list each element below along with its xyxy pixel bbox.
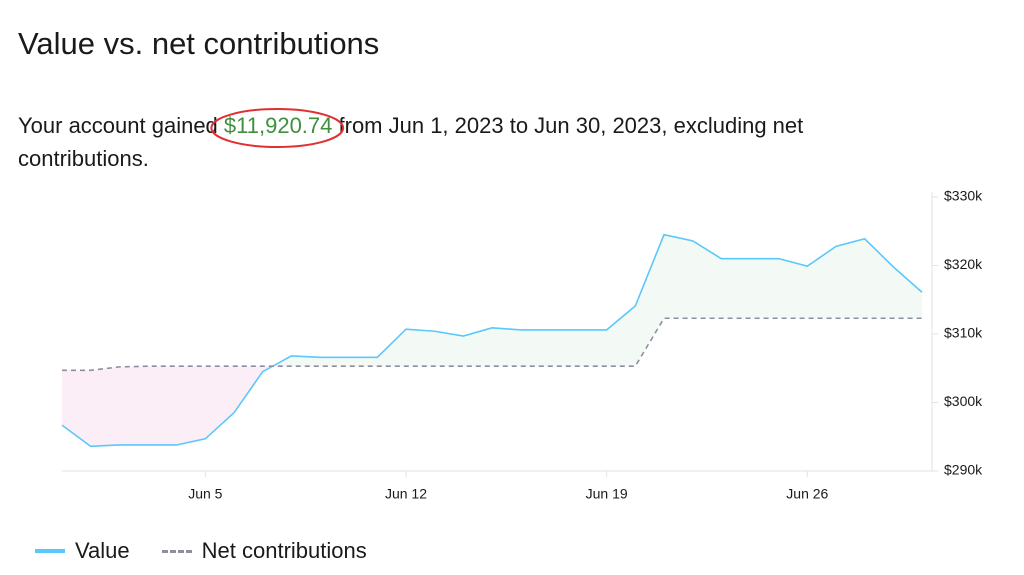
summary: Your account gained $11,920.74 from Jun … — [18, 109, 918, 175]
x-tick-label: Jun 5 — [188, 486, 222, 502]
summary-text: from Jun 1, 2023 to Jun 30, 2023, exclud… — [18, 113, 804, 171]
legend-swatch — [161, 549, 192, 553]
highlight-ellipse — [210, 107, 344, 149]
chart: $290k $300k $310k $320k $330k Jun 5 Jun 12 Jun … — [61, 188, 983, 502]
legend: Value Net contributions — [35, 538, 399, 564]
y-tick-label: $310k — [944, 325, 983, 341]
legend-item: Net contributions — [161, 538, 367, 564]
gain-area — [62, 234, 922, 371]
y-tick-label: $300k — [944, 393, 983, 409]
legend-swatch — [35, 549, 65, 553]
legend-label: Net contributions — [201, 538, 367, 563]
x-tick-label: Jun 12 — [385, 486, 427, 502]
x-tick-label: Jun 19 — [586, 486, 628, 502]
series-line — [61, 233, 923, 448]
legend-item: Value — [35, 538, 130, 564]
summary-text: Your account gained — [18, 113, 224, 138]
y-tick-label: $290k — [944, 462, 983, 478]
page-title: Value vs. net contributions — [18, 26, 380, 61]
gain-amount-text: $11,920.74 — [223, 113, 333, 138]
y-tick-label: $330k — [944, 188, 983, 204]
gain-amount: $11,920.74 — [224, 113, 332, 138]
y-tick-label: $320k — [944, 256, 983, 272]
legend-label: Value — [75, 538, 130, 563]
x-tick-label: Jun 26 — [786, 486, 828, 502]
